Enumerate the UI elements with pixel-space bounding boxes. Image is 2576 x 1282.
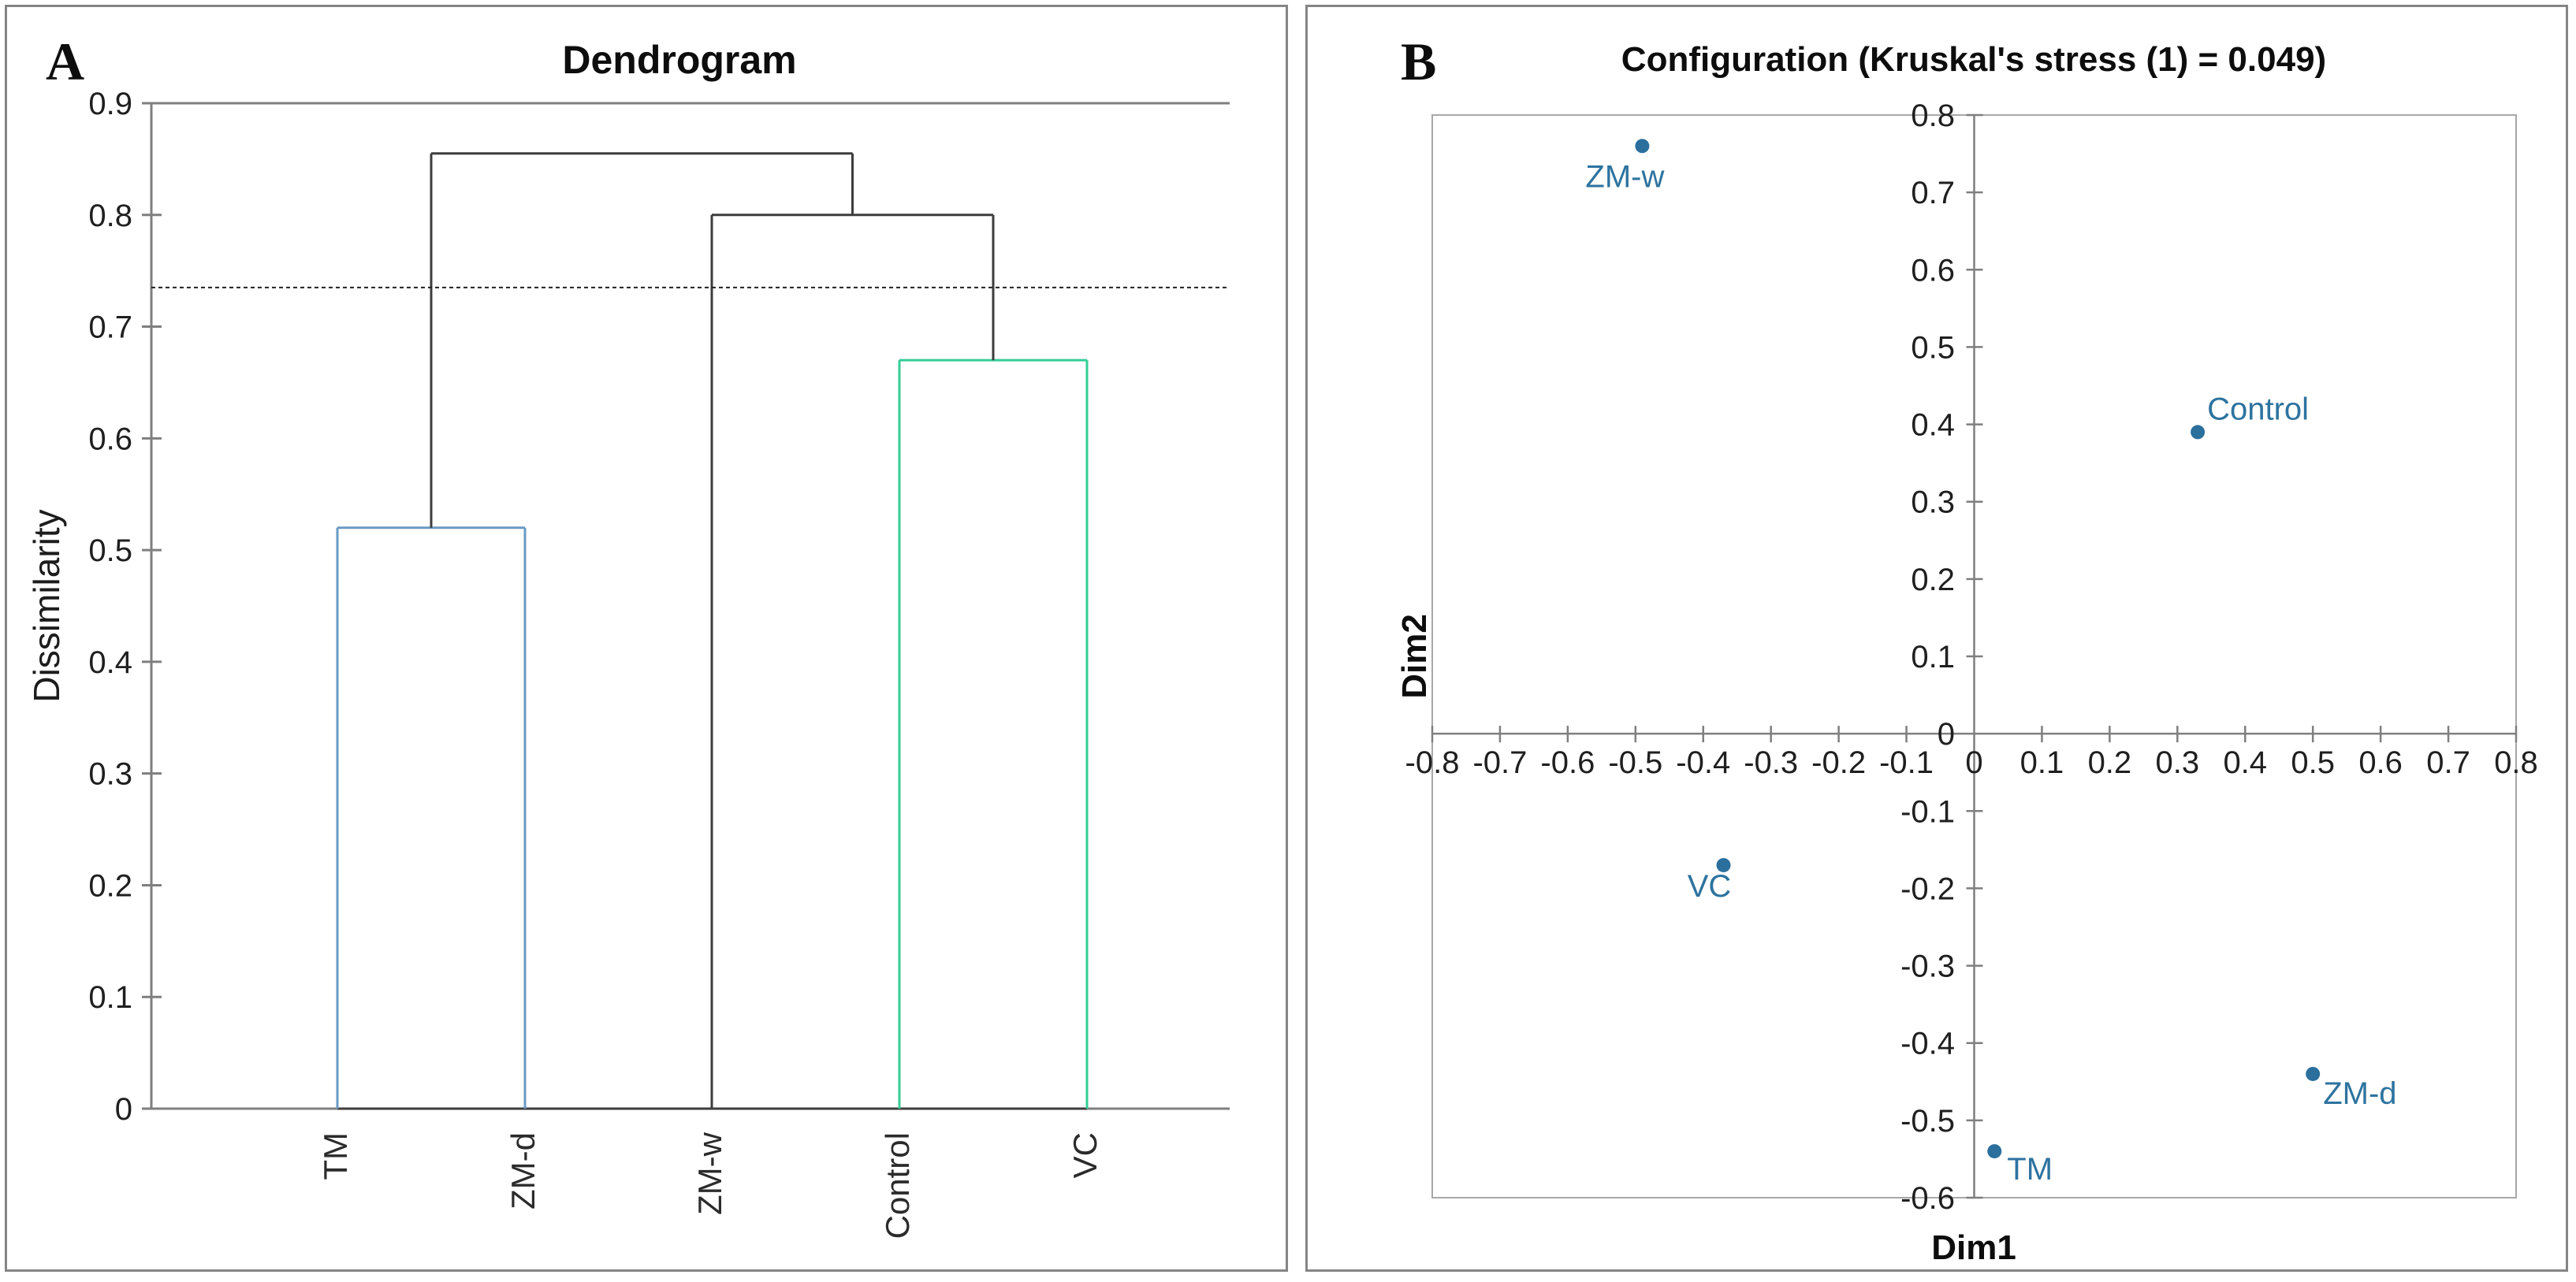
- y-tick-label: 0: [115, 1092, 132, 1127]
- y-tick-label: 0.4: [88, 645, 132, 680]
- y-tick-label: -0.2: [1900, 871, 1955, 906]
- x-tick-label: -0.6: [1540, 745, 1595, 780]
- y-tick-label: -0.3: [1900, 949, 1955, 984]
- x-tick-label: 0.7: [2426, 745, 2470, 780]
- y-tick-label: 0.3: [88, 757, 132, 792]
- y-tick-label: -0.6: [1900, 1181, 1955, 1216]
- panel-a-y-axis-title: Dissimilarity: [26, 509, 67, 702]
- y-tick-label: 0.9: [88, 87, 132, 121]
- x-tick-label: -0.3: [1744, 745, 1798, 780]
- scatter-plot-area: -0.8 -0.7 -0.6 -0.5 -0.4 -0.3 -0.2 -0.1 0 0.1 0.2 0…: [1405, 98, 2538, 1216]
- scatter-point: [1716, 857, 1731, 872]
- y-tick-label: 0.1: [1911, 640, 1955, 674]
- y-tick-label: 0.2: [88, 868, 132, 903]
- x-tick-label: 0.2: [2088, 745, 2132, 780]
- scatter-point: [1987, 1144, 2002, 1159]
- scatter-svg: B Configuration (Kruskal's stress (1) = …: [1395, 32, 2538, 1267]
- point-label: VC: [1688, 869, 1732, 904]
- leaf-label: TM: [317, 1132, 354, 1180]
- y-tick-label: 0.6: [1911, 253, 1955, 288]
- y-tick-label: 0.4: [1911, 408, 1955, 443]
- point-label: ZM-w: [1585, 159, 1664, 194]
- y-tick-label: 0.5: [1911, 330, 1955, 365]
- panel-b-y-axis-title: Dim2: [1395, 614, 1434, 699]
- y-tick-label: 0.8: [88, 199, 132, 233]
- y-tick-label: 0.2: [1911, 563, 1955, 597]
- panel-a-letter: A: [46, 32, 84, 91]
- scatter-point: [1635, 139, 1650, 154]
- x-tick-label: 0.3: [2156, 745, 2200, 780]
- leaf-label: ZM-d: [504, 1132, 542, 1210]
- x-tick-label: -0.8: [1405, 745, 1460, 780]
- y-tick-label: -0.1: [1900, 794, 1955, 829]
- panel-b-scatter: B Configuration (Kruskal's stress (1) = …: [1305, 5, 2568, 1272]
- y-tick-label: 0.3: [1911, 485, 1955, 520]
- panel-b-x-axis-title: Dim1: [1931, 1228, 2016, 1267]
- x-tick-label: -0.7: [1472, 745, 1527, 780]
- y-tick-label: 0.7: [88, 310, 132, 345]
- leaf-label: ZM-w: [691, 1132, 728, 1215]
- x-tick-label: 0.6: [2358, 745, 2403, 780]
- x-tick-label: 0.8: [2494, 745, 2538, 780]
- x-tick-label: -0.1: [1879, 745, 1934, 780]
- dendrogram-plot-area: 0 0.1 0.2 0.3 0.4 0.5 0.6 0.7 0.8 0.9 TM ZM-d ZM-w Co…: [88, 87, 1230, 1239]
- leaf-label: VC: [1067, 1132, 1104, 1178]
- dendrogram-svg: A Dendrogram Dissimilarity 0 0.1 0.2 0.3 0.4…: [26, 32, 1230, 1239]
- panel-b-title: Configuration (Kruskal's stress (1) = 0.…: [1621, 40, 2326, 79]
- leaf-label: Control: [879, 1132, 916, 1239]
- y-tick-label: 0.6: [88, 422, 132, 456]
- scatter-point: [2306, 1066, 2321, 1081]
- point-label: Control: [2207, 392, 2309, 426]
- panel-a-title: Dendrogram: [562, 38, 796, 82]
- x-tick-label: 0.1: [2020, 745, 2064, 780]
- point-label: ZM-d: [2323, 1076, 2396, 1111]
- x-tick-label: -0.4: [1676, 745, 1730, 780]
- y-tick-label: 0.8: [1911, 98, 1955, 133]
- y-tick-label: -0.5: [1900, 1104, 1955, 1139]
- scatter-point: [2191, 425, 2206, 440]
- x-tick-label: -0.2: [1811, 745, 1866, 780]
- x-tick-label: 0.4: [2223, 745, 2267, 780]
- point-label: TM: [2007, 1152, 2053, 1187]
- y-tick-label: -0.4: [1900, 1027, 1955, 1061]
- y-tick-label: 0.7: [1911, 176, 1955, 210]
- y-tick-label: 0: [1938, 717, 1955, 752]
- panel-a-dendrogram: A Dendrogram Dissimilarity 0 0.1 0.2 0.3 0.4…: [5, 5, 1288, 1272]
- y-tick-label: 0.5: [88, 533, 132, 568]
- y-tick-label: 0.1: [88, 980, 132, 1015]
- x-tick-label: 0.5: [2291, 745, 2335, 780]
- x-tick-label: -0.5: [1608, 745, 1662, 780]
- x-tick-label: 0: [1965, 745, 1982, 780]
- panel-b-letter: B: [1401, 32, 1436, 91]
